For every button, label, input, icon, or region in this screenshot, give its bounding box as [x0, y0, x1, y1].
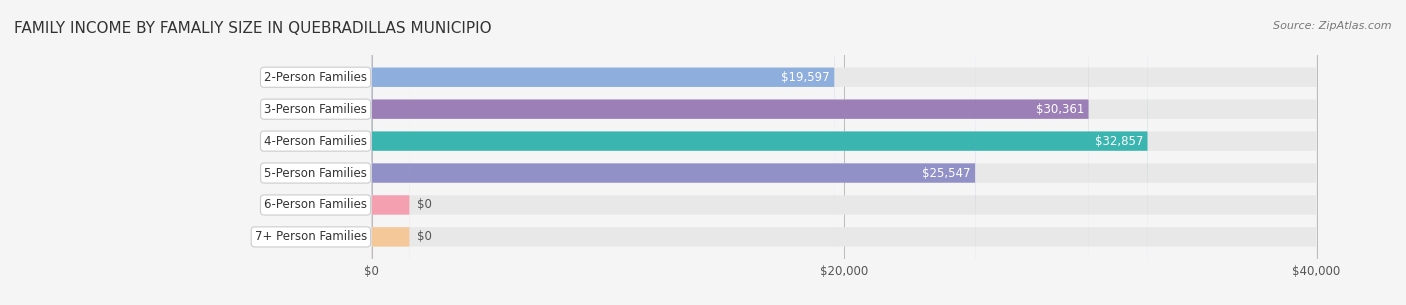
Text: Source: ZipAtlas.com: Source: ZipAtlas.com: [1274, 21, 1392, 31]
Text: $25,547: $25,547: [922, 167, 970, 180]
FancyBboxPatch shape: [371, 0, 1316, 305]
Text: 5-Person Families: 5-Person Families: [264, 167, 367, 180]
FancyBboxPatch shape: [371, 0, 1147, 305]
Text: $32,857: $32,857: [1095, 135, 1143, 148]
Text: 2-Person Families: 2-Person Families: [264, 71, 367, 84]
Text: 3-Person Families: 3-Person Families: [264, 103, 367, 116]
FancyBboxPatch shape: [371, 0, 1316, 305]
Text: 4-Person Families: 4-Person Families: [264, 135, 367, 148]
FancyBboxPatch shape: [371, 55, 409, 305]
FancyBboxPatch shape: [371, 0, 1316, 305]
Text: 7+ Person Families: 7+ Person Families: [254, 230, 367, 243]
Text: $19,597: $19,597: [782, 71, 830, 84]
FancyBboxPatch shape: [371, 0, 835, 305]
FancyBboxPatch shape: [371, 0, 976, 305]
FancyBboxPatch shape: [371, 0, 1316, 305]
FancyBboxPatch shape: [371, 0, 1316, 305]
Text: FAMILY INCOME BY FAMALIY SIZE IN QUEBRADILLAS MUNICIPIO: FAMILY INCOME BY FAMALIY SIZE IN QUEBRAD…: [14, 21, 492, 36]
Text: $30,361: $30,361: [1036, 103, 1084, 116]
FancyBboxPatch shape: [371, 0, 1316, 305]
FancyBboxPatch shape: [371, 87, 409, 305]
FancyBboxPatch shape: [371, 0, 1088, 305]
Text: $0: $0: [416, 230, 432, 243]
Text: $0: $0: [416, 199, 432, 211]
Text: 6-Person Families: 6-Person Families: [264, 199, 367, 211]
